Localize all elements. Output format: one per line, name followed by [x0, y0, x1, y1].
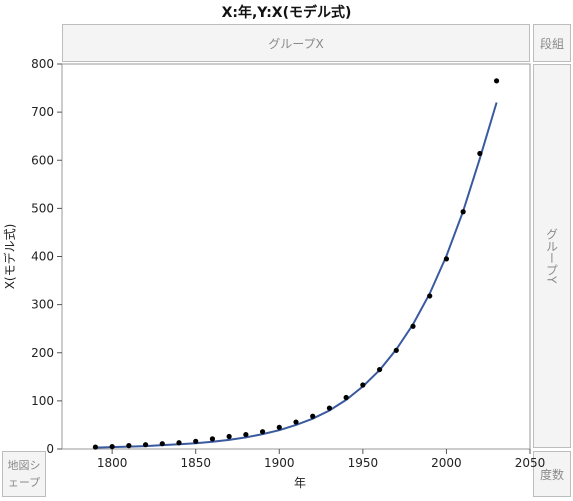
- y-tick-label: 300: [31, 298, 54, 312]
- data-point: [259, 429, 266, 435]
- data-point: [293, 419, 299, 425]
- group-x-zone[interactable]: グループX: [62, 24, 530, 62]
- wrap-label: 段組: [539, 36, 564, 51]
- y-axis-label: X(モデル式): [2, 224, 17, 290]
- data-point: [209, 436, 216, 442]
- y-tick-label: 700: [31, 105, 54, 119]
- y-tick-label: 0: [46, 442, 54, 456]
- data-point: [142, 442, 149, 448]
- y-tick-label: 400: [31, 250, 54, 264]
- data-point: [493, 78, 500, 84]
- x-tick-label: 1800: [97, 456, 128, 470]
- freq-label: 度数: [539, 467, 564, 482]
- y-tick-label: 600: [31, 153, 54, 167]
- data-point: [376, 366, 383, 373]
- x-tick-label: 2000: [431, 456, 462, 470]
- data-point: [109, 443, 115, 450]
- data-point: [243, 431, 249, 438]
- x-axis-label: 年: [294, 476, 306, 490]
- x-tick-label: 1900: [264, 456, 295, 470]
- data-point: [159, 441, 165, 447]
- map-shape-label: 地図シェープ: [7, 459, 41, 489]
- y-tick-label: 500: [31, 201, 54, 215]
- chart-title: X:年,Y:X(モデル式): [221, 5, 352, 21]
- y-tick-label: 800: [31, 57, 54, 71]
- data-point: [310, 413, 316, 419]
- x-tick-label: 1850: [180, 456, 211, 470]
- data-point: [326, 405, 333, 411]
- group-y-zone[interactable]: グループY: [533, 64, 571, 448]
- data-point: [393, 347, 399, 353]
- wrap-zone[interactable]: 段組: [533, 24, 571, 62]
- data-point: [193, 438, 199, 444]
- x-tick-label: 2050: [515, 456, 546, 470]
- data-point: [477, 150, 483, 157]
- freq-zone[interactable]: 度数: [533, 451, 571, 497]
- y-tick-label: 100: [31, 394, 54, 408]
- data-point: [460, 209, 466, 215]
- y-tick-label: 200: [31, 346, 54, 360]
- map-shape-zone[interactable]: 地図シェープ: [2, 451, 46, 497]
- data-point: [427, 293, 433, 299]
- data-point: [410, 323, 416, 329]
- plot-frame: [61, 63, 531, 450]
- data-point: [92, 444, 99, 450]
- data-point: [443, 256, 450, 262]
- data-point: [226, 433, 232, 440]
- data-point: [176, 440, 182, 446]
- data-point: [343, 394, 349, 401]
- data-point: [126, 443, 132, 449]
- x-tick-label: 1950: [348, 456, 379, 470]
- group-y-label: グループY: [544, 228, 559, 284]
- group-x-label: グループX: [268, 36, 324, 51]
- data-point: [276, 424, 282, 430]
- data-point: [360, 382, 366, 388]
